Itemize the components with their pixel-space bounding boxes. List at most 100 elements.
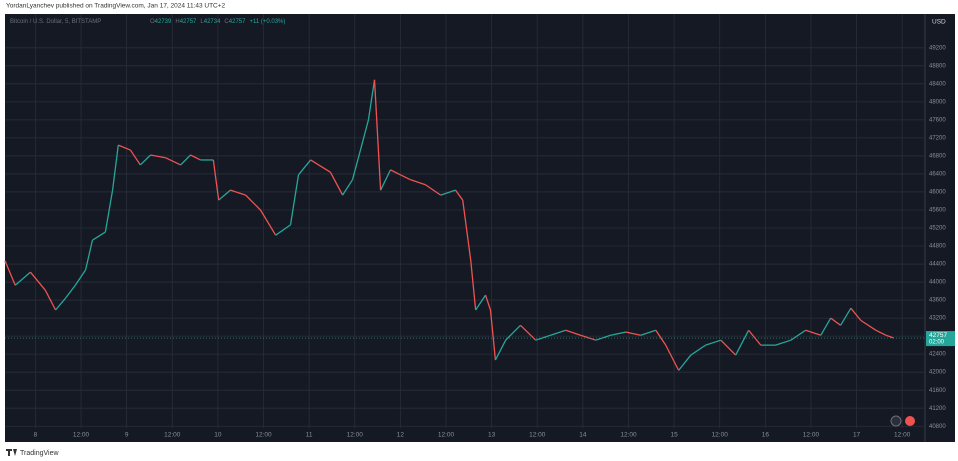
y-tick-label: 42400 — [929, 352, 946, 358]
price-segment — [64, 284, 76, 299]
x-tick-label: 13 — [488, 432, 496, 439]
currency: USD — [932, 19, 946, 26]
ohlc-value: 42739 — [155, 19, 172, 25]
price-segment — [595, 334, 611, 341]
price-segment — [705, 339, 722, 346]
price-segment — [180, 154, 191, 166]
price-segment — [297, 159, 312, 176]
y-tick-label: 43600 — [929, 298, 946, 304]
price-segment — [275, 224, 291, 236]
y-tick-label: 41200 — [929, 406, 946, 412]
legend: Bitcoin / U.S. Dollar, 5, BITSTAMP — [10, 19, 101, 25]
price-segment — [318, 164, 331, 173]
price-tag — [926, 331, 955, 347]
ohlc-label: L — [200, 19, 204, 25]
symbol: Bitcoin / U.S. Dollar, 5, BITSTAMP — [10, 19, 101, 25]
ohlc-label: C — [224, 19, 229, 25]
ohlc: O42739 H42757 L42734 C42757 +11 (+0.03%) — [150, 19, 285, 25]
x-tick-label: 12 — [397, 432, 405, 439]
price-segment — [665, 344, 680, 371]
price-segment — [329, 171, 344, 196]
price-segment — [92, 231, 106, 241]
price-segment — [494, 339, 507, 361]
x-tick-label: 16 — [762, 432, 770, 439]
price-segment — [44, 289, 57, 311]
price-segment — [111, 145, 119, 191]
price-segment — [230, 189, 246, 196]
x-tick-label: 12:00 — [894, 432, 911, 439]
x-tick-label: 12:00 — [712, 432, 729, 439]
ohlc-label: H — [175, 19, 179, 25]
price-segment — [367, 79, 376, 120]
price-segment — [720, 339, 737, 356]
y-tick-label: 41600 — [929, 388, 946, 394]
y-tick-label: 49200 — [929, 45, 946, 51]
price-segment — [535, 334, 551, 341]
price-segment — [505, 324, 521, 341]
price-segment — [29, 271, 46, 291]
x-tick-label: 17 — [853, 432, 861, 439]
price-segment — [860, 319, 877, 331]
price-segment — [118, 144, 131, 151]
y-tick-label: 48400 — [929, 81, 946, 87]
y-tick-label: 44400 — [929, 262, 946, 268]
price-segment — [678, 354, 692, 371]
price-segment — [259, 209, 277, 236]
x-tick-label: 12:00 — [620, 432, 637, 439]
change: +11 (+0.03%) — [249, 19, 285, 25]
price-segment — [550, 329, 566, 336]
price-segment — [55, 297, 66, 311]
price-segment — [790, 329, 806, 341]
snapshot-icon[interactable] — [905, 416, 915, 426]
price-segment — [454, 189, 464, 201]
price-segment — [735, 329, 750, 356]
price-segment — [84, 240, 94, 271]
price-segment — [748, 329, 762, 346]
price-segment — [840, 307, 852, 326]
price-segment — [820, 317, 832, 336]
x-tick-label: 12:00 — [255, 432, 272, 439]
price-segment — [440, 189, 456, 196]
price-segment — [640, 329, 657, 336]
price-segment — [190, 154, 201, 161]
price-segment — [462, 199, 472, 261]
price-segment — [475, 294, 487, 311]
price-segment — [580, 334, 596, 341]
price-segment — [830, 317, 841, 326]
price-segment — [565, 329, 581, 336]
y-tick-label: 44000 — [929, 280, 946, 286]
ohlc-value: 42734 — [204, 19, 221, 25]
y-tick-label: 46000 — [929, 190, 946, 196]
replay-icon[interactable] — [890, 415, 902, 427]
x-tick-label: 12:00 — [803, 432, 820, 439]
y-tick-label: 48800 — [929, 63, 946, 69]
y-tick-label: 43200 — [929, 316, 946, 322]
price-tag-value: 42757 — [929, 332, 947, 339]
x-tick-label: 10 — [214, 432, 222, 439]
x-tick-label: 12:00 — [438, 432, 455, 439]
price-segment — [4, 261, 16, 286]
price-segment — [139, 154, 152, 166]
x-tick-label: 11 — [306, 432, 313, 439]
y-tick-label: 47600 — [929, 117, 946, 123]
price-segment — [129, 149, 141, 166]
x-tick-label: 15 — [670, 432, 678, 439]
price-segment — [390, 169, 401, 176]
x-tick-label: 12:00 — [164, 432, 181, 439]
price-segment — [610, 331, 626, 336]
price-segment — [690, 344, 707, 356]
y-tick-label: 46800 — [929, 153, 946, 159]
price-segment — [805, 329, 822, 336]
price-segment — [425, 184, 442, 196]
y-tick-label: 44800 — [929, 244, 946, 250]
price-segment — [520, 324, 537, 341]
x-tick-label: 9 — [125, 432, 129, 439]
price-segment — [218, 189, 231, 201]
price-segment — [373, 79, 382, 191]
price-segment — [104, 190, 114, 233]
price-segment — [875, 329, 887, 336]
y-tick-label: 45600 — [929, 208, 946, 214]
price-segment — [850, 307, 862, 321]
ohlc-label: O — [150, 19, 155, 25]
y-tick-label: 46400 — [929, 172, 946, 178]
